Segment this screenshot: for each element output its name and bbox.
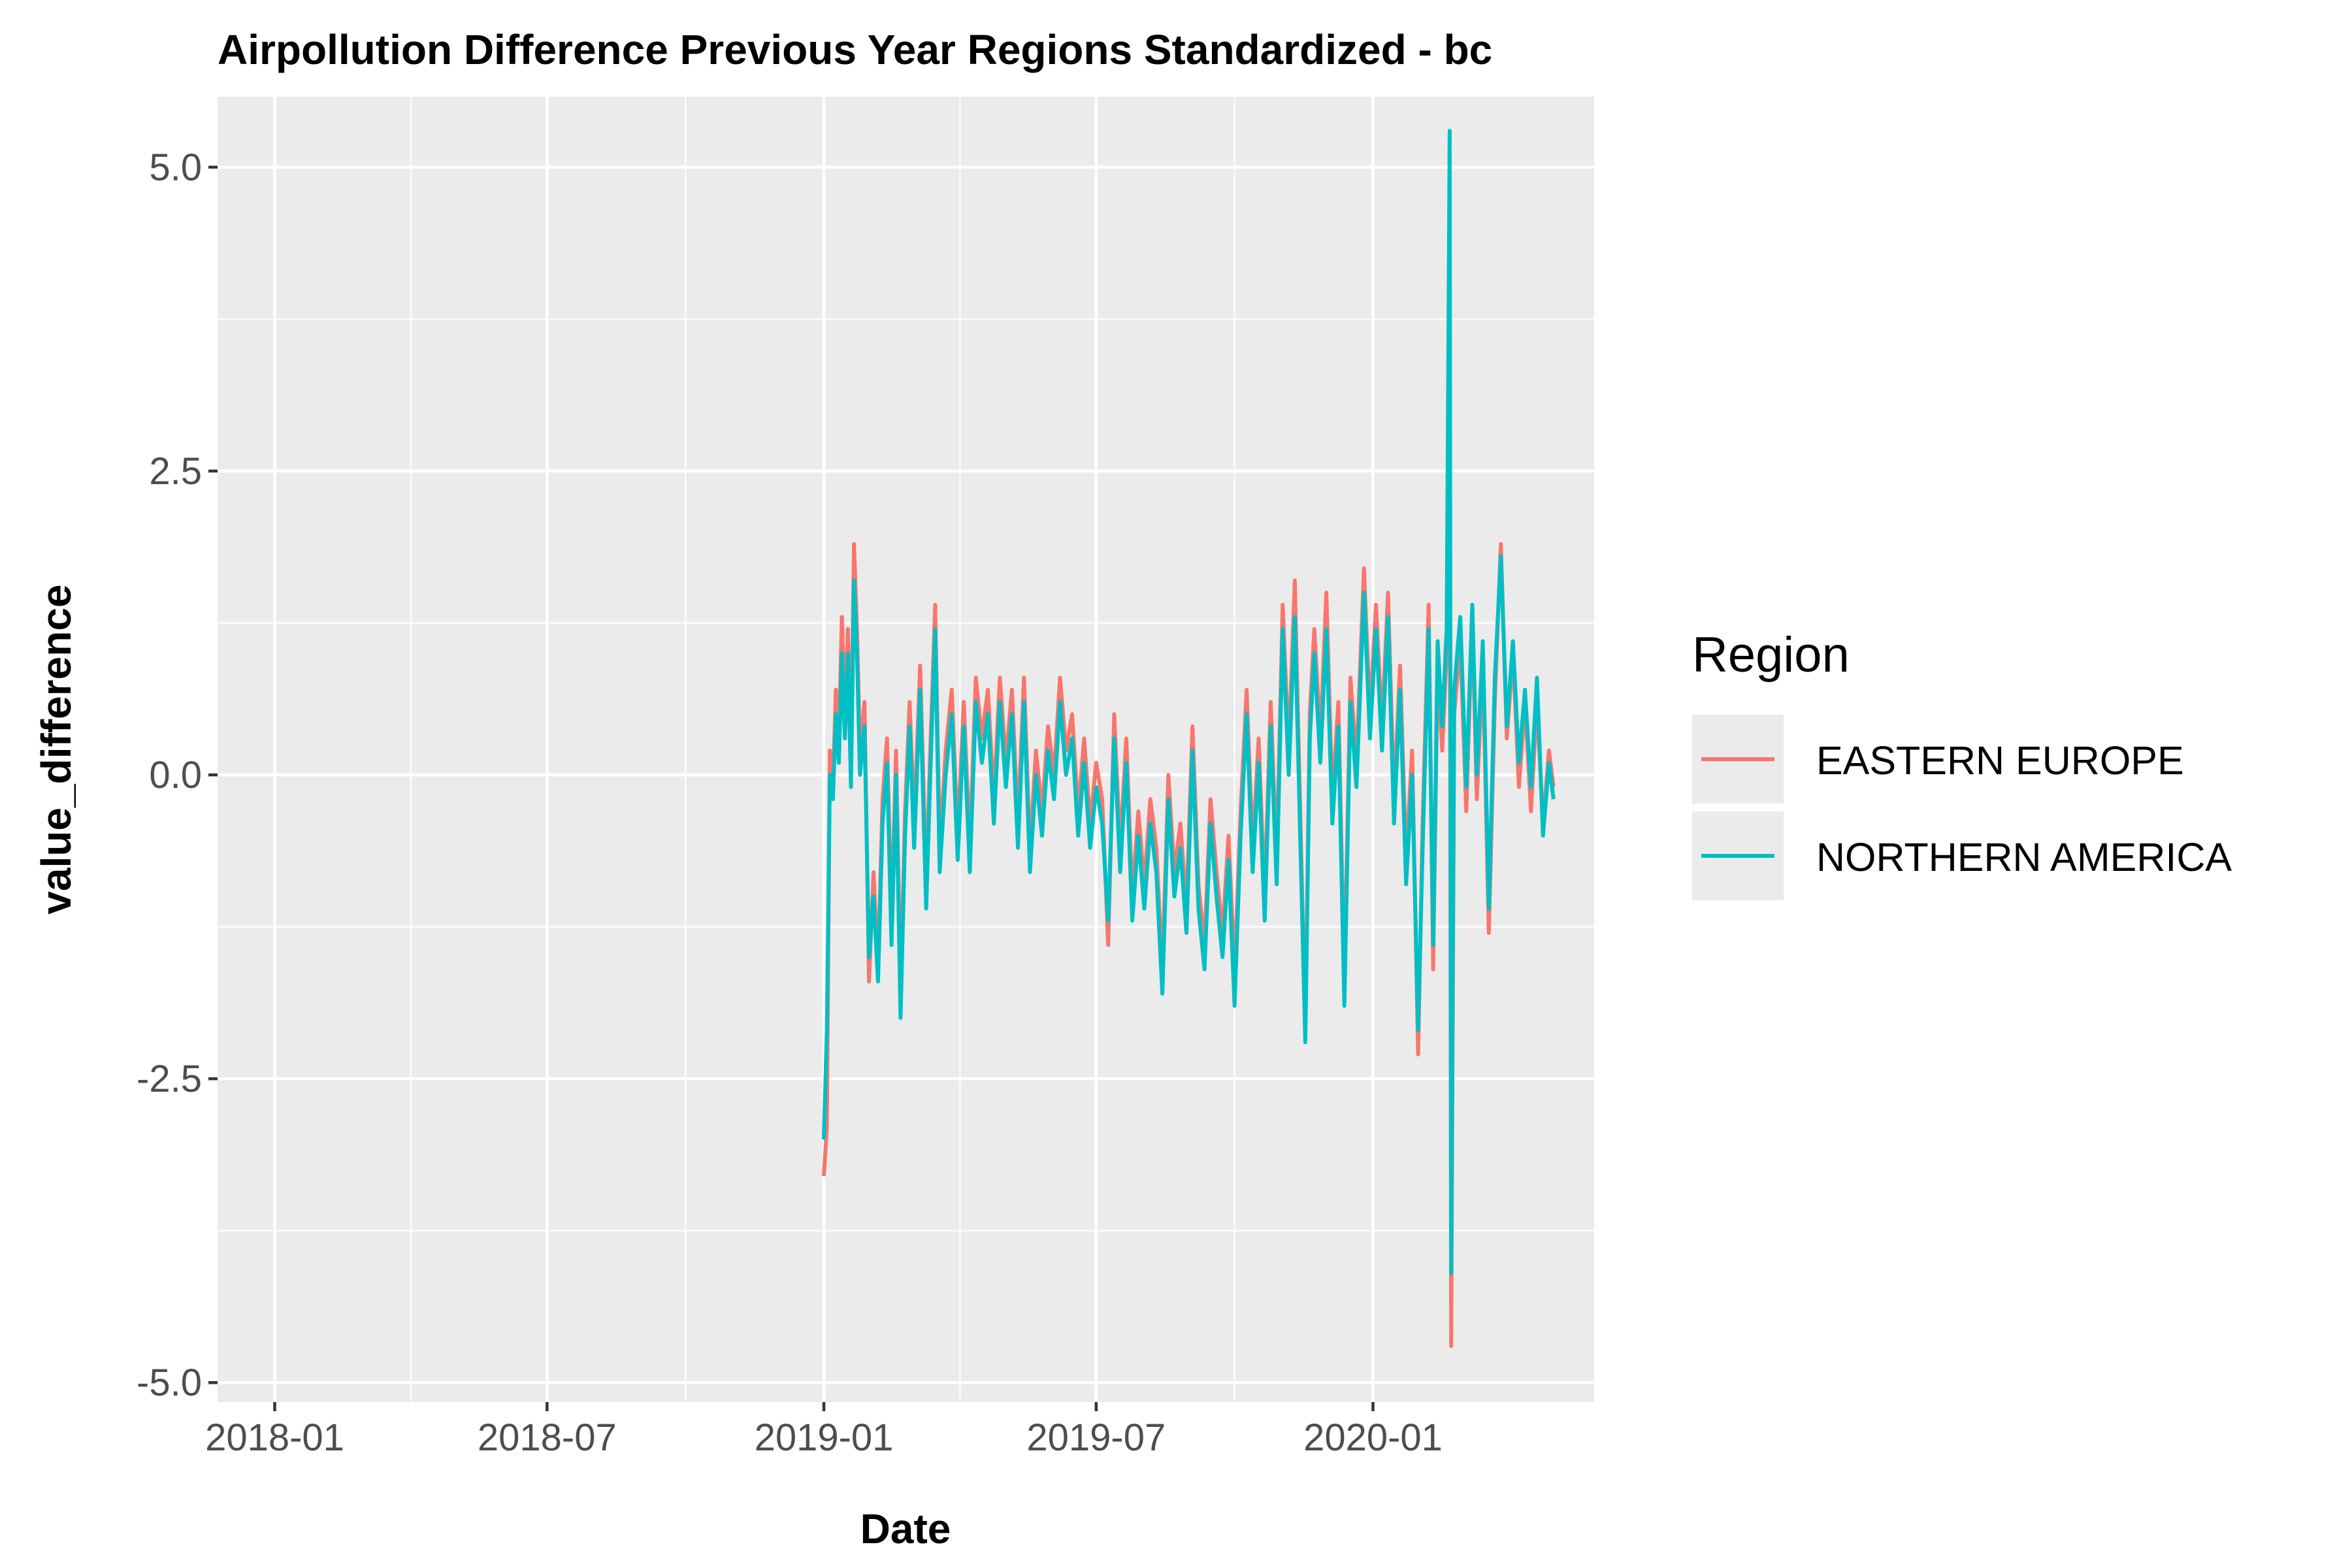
chart-title: Airpollution Difference Previous Year Re… (218, 26, 1492, 73)
y-tick-label: 5.0 (149, 146, 202, 189)
x-tick-label: 2019-07 (1026, 1416, 1166, 1459)
y-tick-label: -2.5 (137, 1058, 202, 1100)
x-tick-label: 2020-01 (1303, 1416, 1443, 1459)
x-axis: 2018-01 2018-07 2019-01 2019-07 2020-01 (205, 1402, 1443, 1459)
legend: Region EASTERN EUROPE NORTHERN AMERICA (1692, 627, 2232, 900)
x-tick-label: 2018-01 (205, 1416, 344, 1459)
x-tick-label: 2019-01 (755, 1416, 894, 1459)
y-axis: -5.0 -2.5 0.0 2.5 5.0 (137, 146, 218, 1404)
legend-label-northern-america: NORTHERN AMERICA (1816, 835, 2232, 879)
y-tick-label: 2.5 (149, 450, 202, 493)
series-line-northern-america (822, 129, 1556, 1275)
x-axis-title: Date (860, 1505, 951, 1552)
legend-label-eastern-europe: EASTERN EUROPE (1816, 738, 2184, 783)
y-tick-label: -5.0 (137, 1362, 202, 1404)
y-axis-title: value_difference (33, 584, 80, 914)
x-tick-label: 2018-07 (478, 1416, 617, 1459)
series-layer (822, 129, 1556, 1348)
legend-title: Region (1692, 627, 1850, 683)
y-tick-label: 0.0 (149, 754, 202, 796)
